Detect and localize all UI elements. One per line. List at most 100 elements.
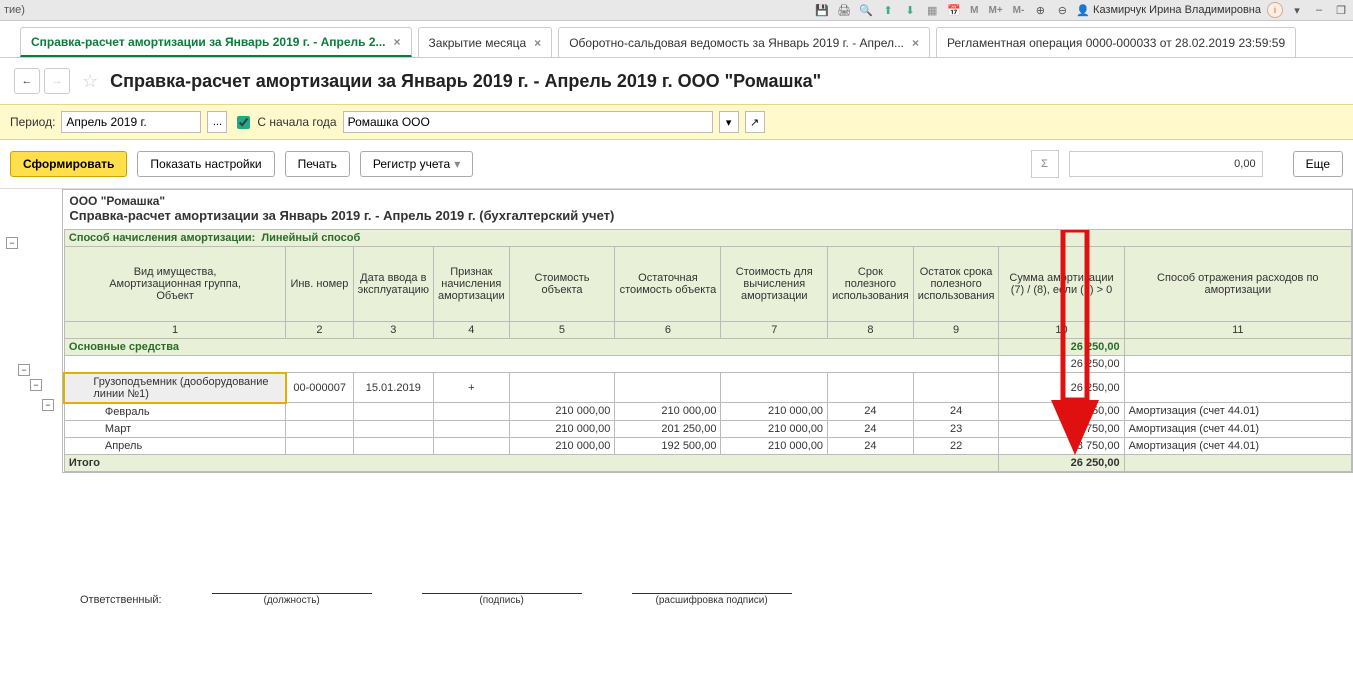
more-button[interactable]: Еще xyxy=(1293,151,1343,177)
cell: 1 xyxy=(64,322,285,339)
cell xyxy=(721,373,828,403)
action-bar: Сформировать Показать настройки Печать Р… xyxy=(0,140,1353,189)
tab-close-icon[interactable]: × xyxy=(912,36,919,50)
cell xyxy=(286,437,353,454)
params-bar: Период: ... С начала года ▾ ↗ xyxy=(0,104,1353,140)
cell xyxy=(353,420,433,437)
save-icon[interactable]: 💾 xyxy=(814,2,830,18)
cell: 2 xyxy=(286,322,353,339)
cell: 8 750,00 xyxy=(999,420,1124,437)
cell xyxy=(1124,356,1351,373)
cell: 26 250,00 xyxy=(999,454,1124,471)
cell: 210 000,00 xyxy=(509,437,615,454)
period-input[interactable] xyxy=(61,111,201,133)
cell: Инв. номер xyxy=(286,247,353,322)
dropdown-icon[interactable]: ▾ xyxy=(1289,2,1305,18)
cell: Итого xyxy=(64,454,999,471)
outline-toggle-4[interactable]: − xyxy=(42,399,54,411)
mem-m[interactable]: M xyxy=(968,5,980,16)
cell: + xyxy=(434,373,510,403)
preview-icon[interactable]: 🔍 xyxy=(858,2,874,18)
period-label: Период: xyxy=(10,115,55,129)
restore-icon[interactable]: ❐ xyxy=(1333,2,1349,18)
tab-label: Закрытие месяца xyxy=(429,36,527,50)
from-year-start-checkbox[interactable] xyxy=(237,116,250,129)
sig-sign: (подпись) xyxy=(479,595,523,606)
signature-area: Ответственный: (должность) (подпись) (ра… xyxy=(0,473,1353,626)
cell: Способ начисления амортизации: Линейный … xyxy=(64,230,1351,247)
cell xyxy=(64,356,999,373)
current-user[interactable]: 👤 Казмирчук Ирина Владимировна xyxy=(1076,4,1261,17)
app-title-fragment: тие) xyxy=(4,4,25,16)
outline-toggle-3[interactable]: − xyxy=(30,379,42,391)
org-open-button[interactable]: ↗ xyxy=(745,111,765,133)
report-org: ООО "Ромашка" xyxy=(63,190,1352,208)
cell: 210 000,00 xyxy=(721,420,828,437)
cell: 8 750,00 xyxy=(999,403,1124,421)
cell xyxy=(434,420,510,437)
tab-label: Регламентная операция 0000-000033 от 28.… xyxy=(947,36,1285,50)
cell: 15.01.2019 xyxy=(353,373,433,403)
org-dropdown-button[interactable]: ▾ xyxy=(719,111,739,133)
cell: Признак начисления амортизации xyxy=(434,247,510,322)
title-row: ← → ☆ Справка-расчет амортизации за Янва… xyxy=(0,58,1353,104)
nav-forward-button[interactable]: → xyxy=(44,68,70,94)
register-button[interactable]: Регистр учета ▾ xyxy=(360,151,473,177)
import-icon[interactable]: ⬇ xyxy=(902,2,918,18)
print-icon[interactable]: 🖨 xyxy=(836,2,852,18)
zoom-out-icon[interactable]: ⊖ xyxy=(1054,2,1070,18)
cell: Остаток срока полезного использования xyxy=(913,247,999,322)
cell: Сумма амортизации (7) / (8), если (6) > … xyxy=(999,247,1124,322)
cell xyxy=(286,420,353,437)
outline-toggle-1[interactable]: − xyxy=(6,237,18,249)
tab-2[interactable]: Оборотно-сальдовая ведомость за Январь 2… xyxy=(558,27,930,57)
organization-input[interactable] xyxy=(343,111,713,133)
tab-3[interactable]: Регламентная операция 0000-000033 от 28.… xyxy=(936,27,1296,57)
cell xyxy=(1124,373,1351,403)
cell: 9 xyxy=(913,322,999,339)
from-year-start-label: С начала года xyxy=(257,115,336,129)
outline-toggle-2[interactable]: − xyxy=(18,364,30,376)
cell: Амортизация (счет 44.01) xyxy=(1124,420,1351,437)
cell: Основные средства xyxy=(64,339,999,356)
tab-1[interactable]: Закрытие месяца × xyxy=(418,27,553,57)
cell xyxy=(286,403,353,421)
export-icon[interactable]: ⬆ xyxy=(880,2,896,18)
cell: Февраль xyxy=(64,403,285,421)
calendar-icon[interactable]: 📅 xyxy=(946,2,962,18)
sig-decoded: (расшифровка подписи) xyxy=(656,595,768,606)
zoom-in-icon[interactable]: ⊕ xyxy=(1032,2,1048,18)
cell xyxy=(434,437,510,454)
app-bar: тие) 💾 🖨 🔍 ⬆ ⬇ ▦ 📅 M M+ M- ⊕ ⊖ 👤 Казмирч… xyxy=(0,0,1353,21)
sigma-icon[interactable]: Σ xyxy=(1031,150,1059,178)
cell: Март xyxy=(64,420,285,437)
report-title: Справка-расчет амортизации за Январь 201… xyxy=(63,208,1352,229)
cell: Способ отражения расходов по амортизации xyxy=(1124,247,1351,322)
mem-mplus[interactable]: M+ xyxy=(986,5,1004,16)
cell: Срок полезного использования xyxy=(828,247,914,322)
generate-button[interactable]: Сформировать xyxy=(10,151,127,177)
info-icon[interactable]: i xyxy=(1267,2,1283,18)
cell xyxy=(353,437,433,454)
mem-mminus[interactable]: M- xyxy=(1011,5,1027,16)
print-button[interactable]: Печать xyxy=(285,151,350,177)
cell xyxy=(434,403,510,421)
sum-display: 0,00 xyxy=(1069,151,1263,177)
cell xyxy=(1124,454,1351,471)
cell: 23 xyxy=(913,420,999,437)
period-picker-button[interactable]: ... xyxy=(207,111,227,133)
tab-close-icon[interactable]: × xyxy=(394,35,401,49)
cell: 10 xyxy=(999,322,1124,339)
favorite-icon[interactable]: ☆ xyxy=(82,71,98,92)
nav-back-button[interactable]: ← xyxy=(14,68,40,94)
cell: Апрель xyxy=(64,437,285,454)
tab-0[interactable]: Справка-расчет амортизации за Январь 201… xyxy=(20,27,412,57)
cell: 210 000,00 xyxy=(509,403,615,421)
calc-icon[interactable]: ▦ xyxy=(924,2,940,18)
cell xyxy=(913,373,999,403)
cell xyxy=(1124,339,1351,356)
cell: 4 xyxy=(434,322,510,339)
minimize-icon[interactable]: – xyxy=(1311,2,1327,18)
tab-close-icon[interactable]: × xyxy=(534,36,541,50)
show-settings-button[interactable]: Показать настройки xyxy=(137,151,274,177)
